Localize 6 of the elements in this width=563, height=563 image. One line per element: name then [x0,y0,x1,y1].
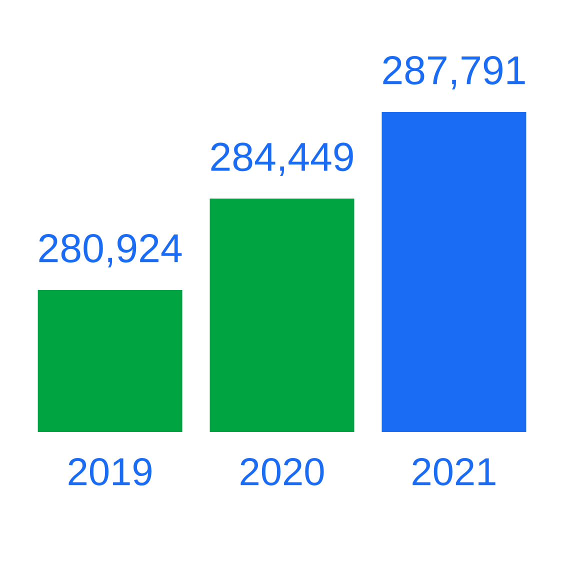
x-tick-label: 2021 [412,458,496,486]
data-label: 287,791 [383,56,525,90]
data-label: 280,924 [39,234,182,268]
data-label: 284,449 [211,142,353,176]
x-tick-label: 2020 [240,458,324,486]
x-tick-label: 2019 [68,458,152,486]
